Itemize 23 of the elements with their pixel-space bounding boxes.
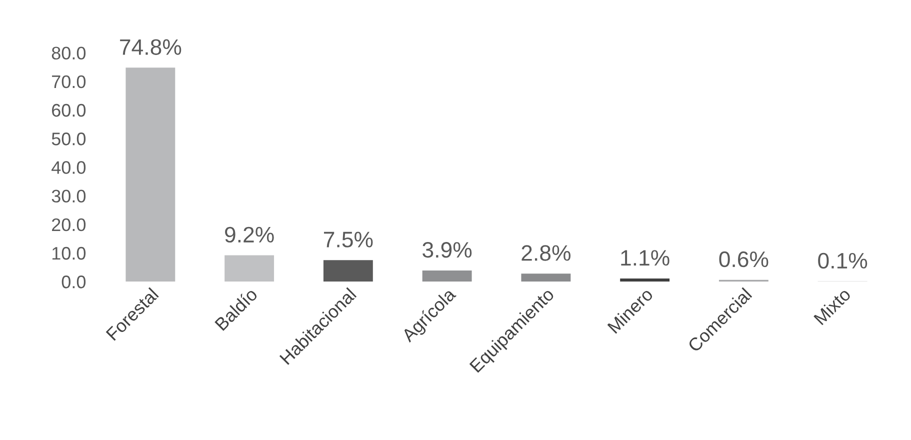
y-tick-label: 10.0 [52, 246, 86, 260]
data-label: 0.6% [719, 251, 768, 268]
y-tick-label: 80.0 [52, 46, 86, 60]
data-label: 7.5% [324, 232, 373, 248]
bar [521, 274, 571, 282]
data-label: 2.8% [522, 245, 570, 261]
y-tick-label: 50.0 [52, 132, 86, 146]
bar [620, 278, 670, 282]
data-label: 0.1% [818, 252, 868, 269]
y-tick-label: 30.0 [52, 190, 86, 203]
y-tick-label: 60.0 [52, 104, 86, 117]
y-tick-label: 20.0 [52, 218, 86, 232]
bar [422, 270, 472, 282]
y-tick-label: 40.0 [52, 161, 86, 174]
bar [224, 255, 274, 282]
bar [126, 68, 176, 282]
data-label: 3.9% [422, 242, 472, 258]
data-label: 9.2% [225, 226, 274, 243]
bar [323, 260, 373, 282]
data-label: 1.1% [621, 250, 670, 266]
y-tick-label: 0.0 [62, 276, 86, 288]
data-label: 74.8% [120, 39, 182, 55]
y-tick-label: 70.0 [52, 75, 86, 88]
